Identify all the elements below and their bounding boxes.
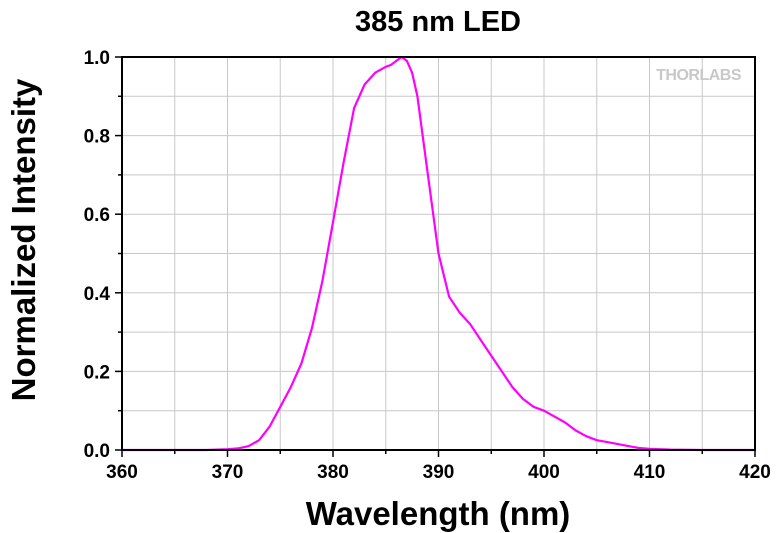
- plot-frame: [121, 56, 756, 451]
- intensity-curve: [122, 55, 755, 452]
- x-tick-label: 410: [634, 462, 666, 483]
- x-axis-label: Wavelength (nm): [306, 495, 571, 532]
- y-tick-label: 0.8: [84, 127, 110, 148]
- chart-title: 385 nm LED: [355, 6, 521, 38]
- y-tick-label: 0.6: [84, 205, 110, 226]
- y-tick-label: 0.4: [84, 284, 111, 305]
- x-tick-label: 400: [528, 462, 560, 483]
- x-tick-label: 370: [212, 462, 244, 483]
- minor-ticks: [115, 56, 756, 457]
- x-tick-label: 360: [106, 462, 138, 483]
- x-tick-labels: 360 370 380 390 400 410 420: [106, 462, 771, 483]
- x-tick-label: 380: [317, 462, 349, 483]
- y-tick-labels: 0.0 0.2 0.4 0.6 0.8 1.0: [84, 48, 111, 462]
- grid: [122, 57, 755, 450]
- x-tick-label: 420: [739, 462, 771, 483]
- y-tick-label: 0.0: [84, 441, 110, 462]
- thorlabs-logo: THORLABS: [656, 67, 742, 84]
- x-tick-label: 390: [423, 462, 455, 483]
- y-tick-label: 1.0: [84, 48, 110, 69]
- y-tick-label: 0.2: [84, 362, 110, 383]
- y-axis-label: Normalized Intensity: [5, 78, 42, 401]
